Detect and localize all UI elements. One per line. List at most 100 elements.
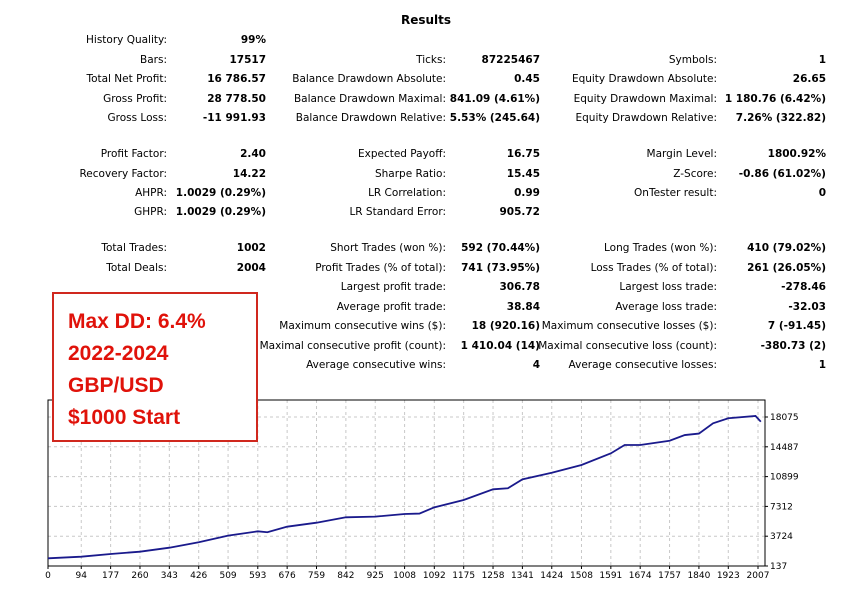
stat-value: 1 (818, 54, 826, 66)
stat-value: 28 778.50 (207, 93, 266, 105)
x-tick-label: 426 (190, 571, 207, 581)
stat-value: 7.26% (322.82) (735, 112, 826, 124)
stat-label: LR Correlation: (368, 187, 446, 199)
stat-label: Maximum consecutive wins ($): (279, 320, 446, 332)
stat-value: 841.09 (4.61%) (449, 93, 540, 105)
stat-value: 410 (79.02%) (747, 242, 826, 254)
stat-value: 5.53% (245.64) (449, 112, 540, 124)
stat-label: Expected Payoff: (357, 148, 446, 160)
stat-value: 26.65 (792, 73, 826, 85)
y-tick-label: 137 (770, 562, 787, 572)
stat-label: Profit Trades (% of total): (315, 262, 446, 274)
stat-label: Sharpe Ratio: (374, 168, 446, 180)
stat-label: Average profit trade: (336, 301, 446, 313)
stat-value: 87225467 (481, 54, 540, 66)
note-max-dd: Max DD: 6.4% (68, 310, 206, 333)
stat-value: 14.22 (232, 168, 266, 180)
stat-label: Balance Drawdown Absolute: (292, 73, 446, 85)
stat-label: GHPR: (134, 206, 167, 218)
stat-label: Largest loss trade: (619, 281, 717, 293)
stat-value: 1 410.04 (14) (460, 340, 540, 352)
balance-line (47, 415, 762, 560)
stat-label: Maximal consecutive loss (count): (538, 340, 717, 352)
x-tick-label: 260 (131, 571, 148, 581)
stat-label: Gross Profit: (103, 93, 167, 105)
note-symbol: GBP/USD (68, 374, 164, 397)
x-tick-label: 676 (279, 571, 296, 581)
x-tick-label: 94 (76, 571, 88, 581)
stat-label: Short Trades (won %): (330, 242, 446, 254)
stat-label: AHPR: (135, 187, 167, 199)
y-tick-label: 14487 (770, 443, 799, 453)
x-tick-label: 1008 (393, 571, 416, 581)
stat-label: Gross Loss: (107, 112, 168, 124)
x-tick-label: 1757 (658, 571, 681, 581)
x-tick-label: 842 (337, 571, 354, 581)
stat-label: Maximal consecutive profit (count): (259, 340, 446, 352)
stat-value: 592 (70.44%) (461, 242, 540, 254)
y-tick-label: 18075 (770, 413, 799, 423)
x-tick-label: 1508 (570, 571, 593, 581)
stat-value: -32.03 (788, 301, 826, 313)
stat-label: Total Net Profit: (86, 73, 167, 85)
stat-label: Largest profit trade: (340, 281, 446, 293)
stat-label: Maximum consecutive losses ($): (541, 320, 717, 332)
stat-label: Profit Factor: (100, 148, 167, 160)
stat-label: Long Trades (won %): (603, 242, 717, 254)
stat-value: 1.0029 (0.29%) (175, 206, 266, 218)
stat-label: Average loss trade: (615, 301, 717, 313)
results-title: Results (400, 13, 452, 27)
x-tick-label: 759 (308, 571, 325, 581)
stat-value: 15.45 (506, 168, 540, 180)
stat-value: 261 (26.05%) (747, 262, 826, 274)
x-tick-label: 1840 (687, 571, 710, 581)
x-tick-label: 1092 (423, 571, 446, 581)
x-tick-label: 593 (249, 571, 266, 581)
stat-label: Average consecutive wins: (306, 359, 446, 371)
stat-label: Total Deals: (106, 262, 167, 274)
stat-label: Balance Drawdown Maximal: (293, 93, 446, 105)
stat-label: Recovery Factor: (79, 168, 167, 180)
x-tick-label: 1175 (452, 571, 475, 581)
stat-label: Equity Drawdown Absolute: (571, 73, 717, 85)
stat-value: -380.73 (2) (760, 340, 826, 352)
stat-label: Bars: (140, 54, 167, 66)
x-tick-label: 0 (45, 571, 51, 581)
x-tick-label: 1341 (511, 571, 534, 581)
stat-value: -278.46 (781, 281, 826, 293)
note-period: 2022-2024 (68, 342, 169, 365)
x-tick-label: 1674 (629, 571, 652, 581)
stat-label: Equity Drawdown Maximal: (573, 93, 717, 105)
stat-value: 18 (920.16) (471, 320, 540, 332)
y-tick-label: 3724 (770, 532, 793, 542)
stat-label: LR Standard Error: (349, 206, 446, 218)
stat-value: 741 (73.95%) (461, 262, 540, 274)
x-tick-label: 1424 (540, 571, 563, 581)
y-tick-label: 7312 (770, 502, 793, 512)
stat-label: Z-Score: (673, 168, 717, 180)
annotation-box: Max DD: 6.4% 2022-2024 GBP/USD $1000 Sta… (52, 292, 258, 442)
stat-label: Average consecutive losses: (568, 359, 717, 371)
plot-frame (47, 399, 766, 567)
stat-value: 2004 (236, 262, 266, 274)
stat-label: Symbols: (668, 54, 717, 66)
stat-value: 16 786.57 (207, 73, 266, 85)
stat-label: Balance Drawdown Relative: (295, 112, 446, 124)
note-start: $1000 Start (68, 406, 181, 429)
stat-value: 0 (818, 187, 826, 199)
stat-value: 1002 (236, 242, 266, 254)
stat-value: 16.75 (506, 148, 540, 160)
stat-value: 1.0029 (0.29%) (175, 187, 266, 199)
stat-value: 1800.92% (767, 148, 826, 160)
x-tick-label: 925 (367, 571, 384, 581)
x-tick-label: 177 (102, 571, 119, 581)
x-tick-label: 509 (219, 571, 236, 581)
stat-label: Loss Trades (% of total): (590, 262, 717, 274)
stat-value: 4 (532, 359, 540, 371)
stat-value: 38.84 (506, 301, 540, 313)
x-tick-label: 1923 (717, 571, 740, 581)
x-tick-label: 2007 (747, 571, 770, 581)
stat-value: 2.40 (240, 148, 266, 160)
stat-label: OnTester result: (634, 187, 717, 199)
